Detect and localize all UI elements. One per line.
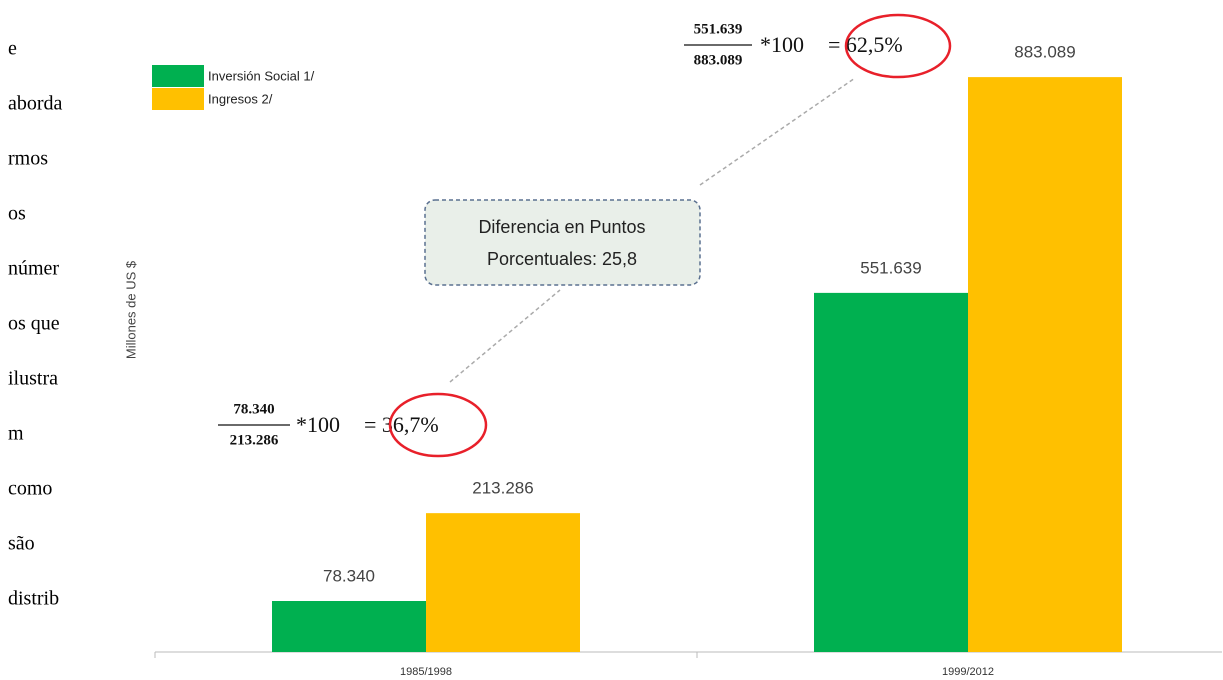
legend-label: Inversión Social 1/ bbox=[208, 68, 315, 83]
side-word: rmos bbox=[8, 148, 48, 170]
value-label: 883.089 bbox=[1014, 43, 1075, 62]
side-word: aborda bbox=[8, 93, 63, 115]
denominator: 213.286 bbox=[230, 432, 279, 448]
value-label: 213.286 bbox=[472, 479, 533, 498]
side-word: distrib bbox=[8, 588, 59, 610]
callout-text: Diferencia en Puntos bbox=[478, 217, 645, 237]
side-word: ilustra bbox=[8, 368, 58, 390]
side-word: são bbox=[8, 533, 35, 555]
side-word: os bbox=[8, 203, 26, 225]
side-word: como bbox=[8, 478, 52, 500]
side-word: m bbox=[8, 423, 24, 445]
connector bbox=[699, 77, 856, 186]
formula: 78.340 213.286 *100 = 36,7% 551.639 883.… bbox=[218, 13, 952, 458]
side-word: númer bbox=[8, 258, 59, 280]
legend-label: Ingresos 2/ bbox=[208, 91, 273, 106]
factor: *100 bbox=[296, 412, 340, 437]
result: = 36,7% bbox=[364, 412, 439, 437]
denominator: 883.089 bbox=[694, 52, 743, 68]
side-text: e aborda rmos os númer os que ilustra m como são d… bbox=[8, 38, 63, 610]
factor: *100 bbox=[760, 32, 804, 57]
connector bbox=[449, 289, 561, 383]
result: = 62,5% bbox=[828, 32, 903, 57]
legend-swatch bbox=[152, 88, 204, 110]
legend-swatch bbox=[152, 65, 204, 87]
callout-text: Porcentuales: 25,8 bbox=[487, 249, 637, 269]
bar bbox=[814, 292, 968, 652]
bar bbox=[272, 601, 426, 652]
side-word: os que bbox=[8, 313, 60, 335]
bar bbox=[426, 513, 580, 652]
side-word: e bbox=[8, 38, 17, 60]
value-label: 551.639 bbox=[860, 258, 921, 277]
highlight-circle bbox=[388, 392, 488, 458]
highlight-circle bbox=[844, 13, 952, 79]
y-axis-label: Millones de US $ bbox=[123, 260, 138, 359]
bar bbox=[968, 77, 1122, 652]
callout-box bbox=[424, 199, 701, 286]
numerator: 551.639 bbox=[694, 21, 743, 37]
x-tick-label: 1999/2012 bbox=[942, 666, 994, 678]
value-label: 78.340 bbox=[323, 566, 375, 585]
numerator: 78.340 bbox=[233, 401, 274, 417]
x-tick-label: 1985/1998 bbox=[400, 666, 452, 678]
